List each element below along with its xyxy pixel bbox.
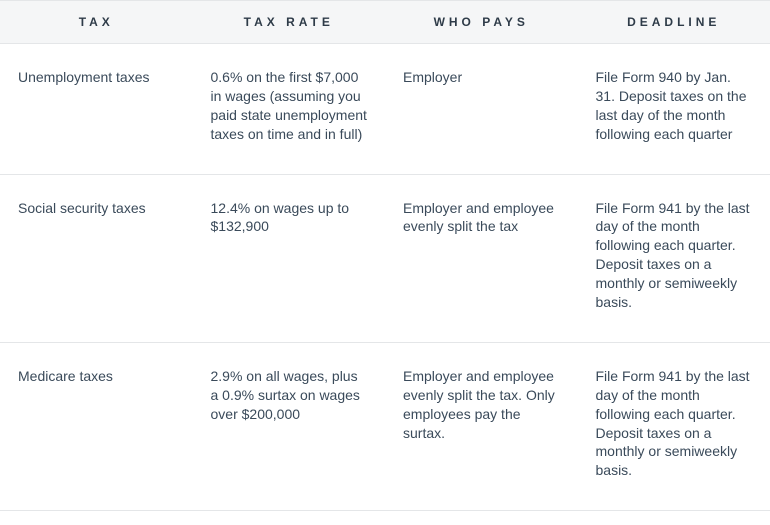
column-header-deadline: DEADLINE bbox=[578, 1, 770, 44]
cell-deadline: File Form 941 by the last day of the mon… bbox=[578, 342, 770, 510]
cell-who: Employer and employee evenly split the t… bbox=[385, 342, 578, 510]
table-row: Medicare taxes 2.9% on all wages, plus a… bbox=[0, 342, 770, 510]
table-row: Social security taxes 12.4% on wages up … bbox=[0, 174, 770, 342]
payroll-tax-table: TAX TAX RATE WHO PAYS DEADLINE Unemploym… bbox=[0, 0, 770, 511]
cell-deadline: File Form 940 by Jan. 31. Deposit taxes … bbox=[578, 44, 770, 175]
cell-tax: Medicare taxes bbox=[0, 342, 193, 510]
cell-rate: 12.4% on wages up to $132,900 bbox=[193, 174, 386, 342]
cell-who: Employer bbox=[385, 44, 578, 175]
column-header-tax-rate: TAX RATE bbox=[193, 1, 386, 44]
column-header-tax: TAX bbox=[0, 1, 193, 44]
cell-tax: Social security taxes bbox=[0, 174, 193, 342]
cell-tax: Unemployment taxes bbox=[0, 44, 193, 175]
cell-rate: 0.6% on the first $7,000 in wages (assum… bbox=[193, 44, 386, 175]
cell-who: Employer and employee evenly split the t… bbox=[385, 174, 578, 342]
column-header-who-pays: WHO PAYS bbox=[385, 1, 578, 44]
cell-rate: 2.9% on all wages, plus a 0.9% surtax on… bbox=[193, 342, 386, 510]
table-header-row: TAX TAX RATE WHO PAYS DEADLINE bbox=[0, 1, 770, 44]
cell-deadline: File Form 941 by the last day of the mon… bbox=[578, 174, 770, 342]
table-row: Unemployment taxes 0.6% on the first $7,… bbox=[0, 44, 770, 175]
